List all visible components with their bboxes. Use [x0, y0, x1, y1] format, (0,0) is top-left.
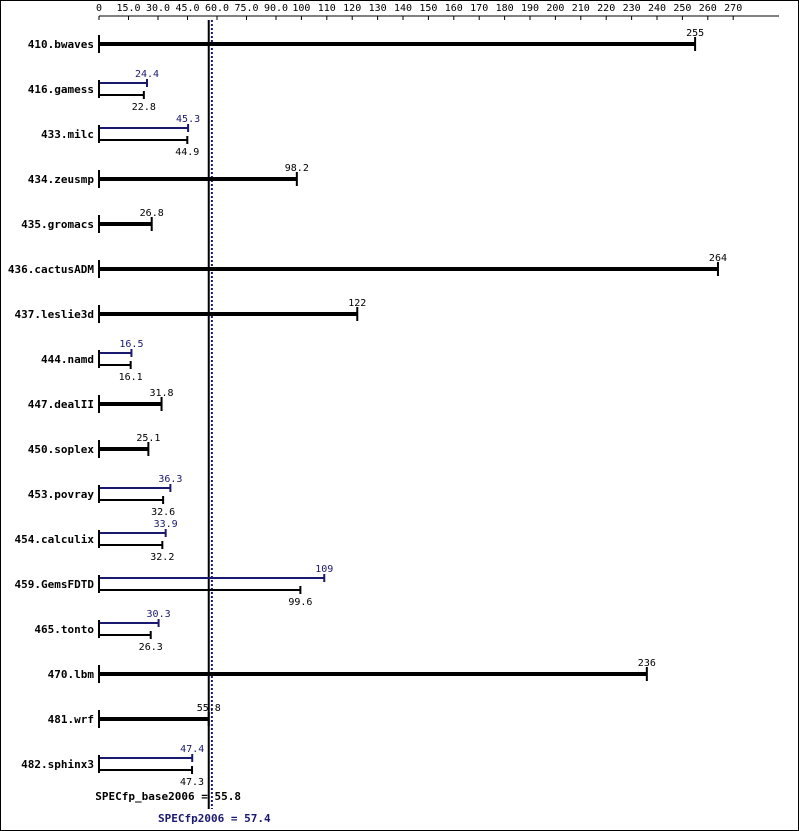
- benchmark-label: 465.tonto: [34, 623, 94, 636]
- x-tick-label: 45.0: [175, 3, 199, 14]
- x-tick-label: 90.0: [264, 3, 288, 14]
- x-tick-label: 60.0: [205, 3, 229, 14]
- base-value-label: 122: [348, 298, 366, 309]
- x-tick-label: 75.0: [234, 3, 258, 14]
- peak-value-label: 45.3: [176, 114, 200, 125]
- x-tick-label: 120: [343, 3, 361, 14]
- x-tick-label: 130: [369, 3, 387, 14]
- base-value-label: 99.6: [288, 597, 312, 608]
- benchmark-label: 433.milc: [41, 128, 94, 141]
- benchmark-label: 450.soplex: [28, 443, 95, 456]
- benchmark-label: 436.cactusADM: [8, 263, 94, 276]
- benchmark-label: 453.povray: [28, 488, 95, 501]
- x-tick-label: 190: [521, 3, 539, 14]
- x-tick-label: 110: [318, 3, 336, 14]
- benchmark-label: 459.GemsFDTD: [15, 578, 95, 591]
- peak-value-label: 109: [315, 564, 333, 575]
- benchmark-label: 416.gamess: [28, 83, 94, 96]
- benchmark-label: 444.namd: [41, 353, 94, 366]
- x-tick-label: 100: [292, 3, 310, 14]
- base-value-label: 47.3: [180, 777, 204, 788]
- x-tick-label: 260: [699, 3, 717, 14]
- x-tick-label: 150: [419, 3, 437, 14]
- x-tick-label: 160: [445, 3, 463, 14]
- peak-value-label: 16.5: [119, 339, 143, 350]
- benchmark-label: 435.gromacs: [21, 218, 94, 231]
- x-tick-label: 230: [623, 3, 641, 14]
- peak-summary-label: SPECfp2006 = 57.4: [158, 812, 271, 825]
- base-value-label: 26.8: [140, 208, 164, 219]
- base-value-label: 16.1: [119, 372, 143, 383]
- x-tick-label: 0: [96, 3, 102, 14]
- base-value-label: 236: [638, 658, 656, 669]
- x-tick-label: 15.0: [116, 3, 140, 14]
- benchmark-label: 470.lbm: [48, 668, 95, 681]
- x-tick-label: 140: [394, 3, 412, 14]
- base-value-label: 44.9: [175, 147, 199, 158]
- peak-value-label: 47.4: [180, 744, 204, 755]
- x-tick-label: 170: [470, 3, 488, 14]
- benchmark-label: 434.zeusmp: [28, 173, 95, 186]
- base-value-label: 22.8: [132, 102, 156, 113]
- benchmark-label: 437.leslie3d: [15, 308, 94, 321]
- peak-value-label: 33.9: [154, 519, 178, 530]
- peak-value-label: 30.3: [147, 609, 171, 620]
- x-tick-label: 270: [724, 3, 742, 14]
- x-tick-label: 220: [597, 3, 615, 14]
- base-value-label: 255: [686, 28, 704, 39]
- base-value-label: 32.6: [151, 507, 175, 518]
- base-value-label: 264: [709, 253, 727, 264]
- peak-value-label: 36.3: [158, 474, 182, 485]
- x-tick-label: 240: [648, 3, 666, 14]
- base-value-label: 55.8: [197, 703, 221, 714]
- benchmark-label: 447.dealII: [28, 398, 94, 411]
- base-value-label: 31.8: [149, 388, 173, 399]
- base-value-label: 32.2: [150, 552, 174, 563]
- benchmark-label: 481.wrf: [48, 713, 94, 726]
- peak-value-label: 24.4: [135, 69, 159, 80]
- x-tick-label: 180: [496, 3, 514, 14]
- base-summary-label: SPECfp_base2006 = 55.8: [95, 790, 241, 803]
- x-tick-label: 210: [572, 3, 590, 14]
- benchmark-label: 410.bwaves: [28, 38, 94, 51]
- x-tick-label: 200: [546, 3, 564, 14]
- base-value-label: 26.3: [139, 642, 163, 653]
- x-tick-label: 250: [673, 3, 691, 14]
- x-tick-label: 30.0: [146, 3, 170, 14]
- base-value-label: 25.1: [136, 433, 160, 444]
- benchmark-label: 482.sphinx3: [21, 758, 94, 771]
- benchmark-label: 454.calculix: [15, 533, 95, 546]
- base-value-label: 98.2: [285, 163, 309, 174]
